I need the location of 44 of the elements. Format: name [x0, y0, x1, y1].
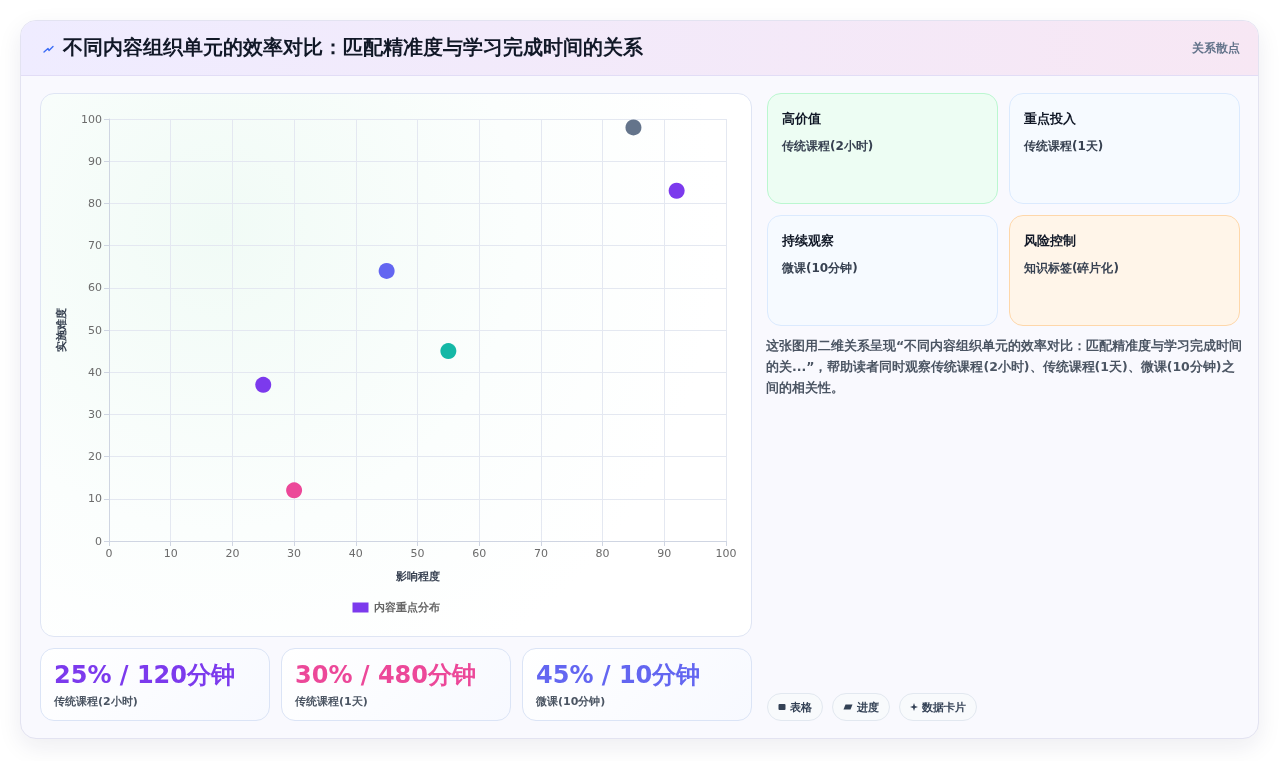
y-tick-label: 80	[88, 196, 102, 210]
point	[378, 262, 395, 279]
card: 重点投入 传统课程(1天)	[1009, 93, 1240, 204]
y-axis-title: 实施难度	[55, 308, 68, 352]
card: 45% / 10分钟 微课(10分钟)	[522, 648, 752, 721]
point	[440, 343, 457, 360]
y-tick-label: 90	[88, 154, 102, 168]
card: 风险控制 知识标签(碎片化)	[1009, 215, 1240, 326]
y-tick-label: 50	[88, 323, 102, 337]
y-tick-label: 20	[88, 450, 102, 464]
chip: 进度	[832, 693, 890, 721]
x-tick-label: 50	[410, 547, 425, 560]
point	[668, 182, 685, 199]
point	[255, 376, 272, 393]
x-tick-label: 90	[657, 547, 672, 560]
y-tick-label: 40	[88, 365, 102, 379]
card: 30% / 480分钟 传统课程(1天)	[281, 648, 511, 721]
x-tick-label: 0	[105, 547, 113, 560]
x-tick-label: 40	[348, 547, 363, 560]
chart-title: 不同内容组织单元的效率对比：匹配精准度与学习完成时间的关系	[63, 34, 643, 61]
x-tick-label: 10	[163, 547, 178, 560]
card: 25% / 120分钟 传统课程(2小时)	[40, 648, 270, 721]
x-tick-label: 100	[715, 547, 737, 560]
y-tick-label: 60	[88, 281, 102, 295]
y-tick-label: 70	[88, 239, 102, 253]
y-tick-label: 100	[81, 112, 102, 126]
y-tick-label: 10	[88, 492, 102, 506]
text: 关系散点	[1192, 40, 1240, 57]
x-tick-label: 30	[287, 547, 302, 560]
x-axis-title: 影响程度	[394, 570, 440, 583]
card: 高价值 传统课程(2小时)	[767, 93, 998, 204]
point	[625, 119, 642, 136]
card: 持续观察 微课(10分钟)	[767, 215, 998, 326]
point	[286, 482, 303, 499]
x-tick-label: 20	[225, 547, 240, 560]
y-tick-label: 0	[95, 534, 102, 548]
chip: 数据卡片	[899, 693, 977, 721]
chip: 表格	[767, 693, 823, 721]
x-tick-label: 60	[472, 547, 487, 560]
text: 这张图用二维关系呈现“不同内容组织单元的效率对比：匹配精准度与学习完成时间的关...”，帮助读者同时观察传统课程(2小时)、传统课程(1天)、微课(10分钟)之间的相关性。	[766, 337, 1244, 397]
x-tick-label: 80	[595, 547, 610, 560]
legend-label: 内容重点分布	[373, 601, 440, 614]
x-tick-label: 70	[533, 547, 548, 560]
y-tick-label: 30	[88, 407, 102, 421]
